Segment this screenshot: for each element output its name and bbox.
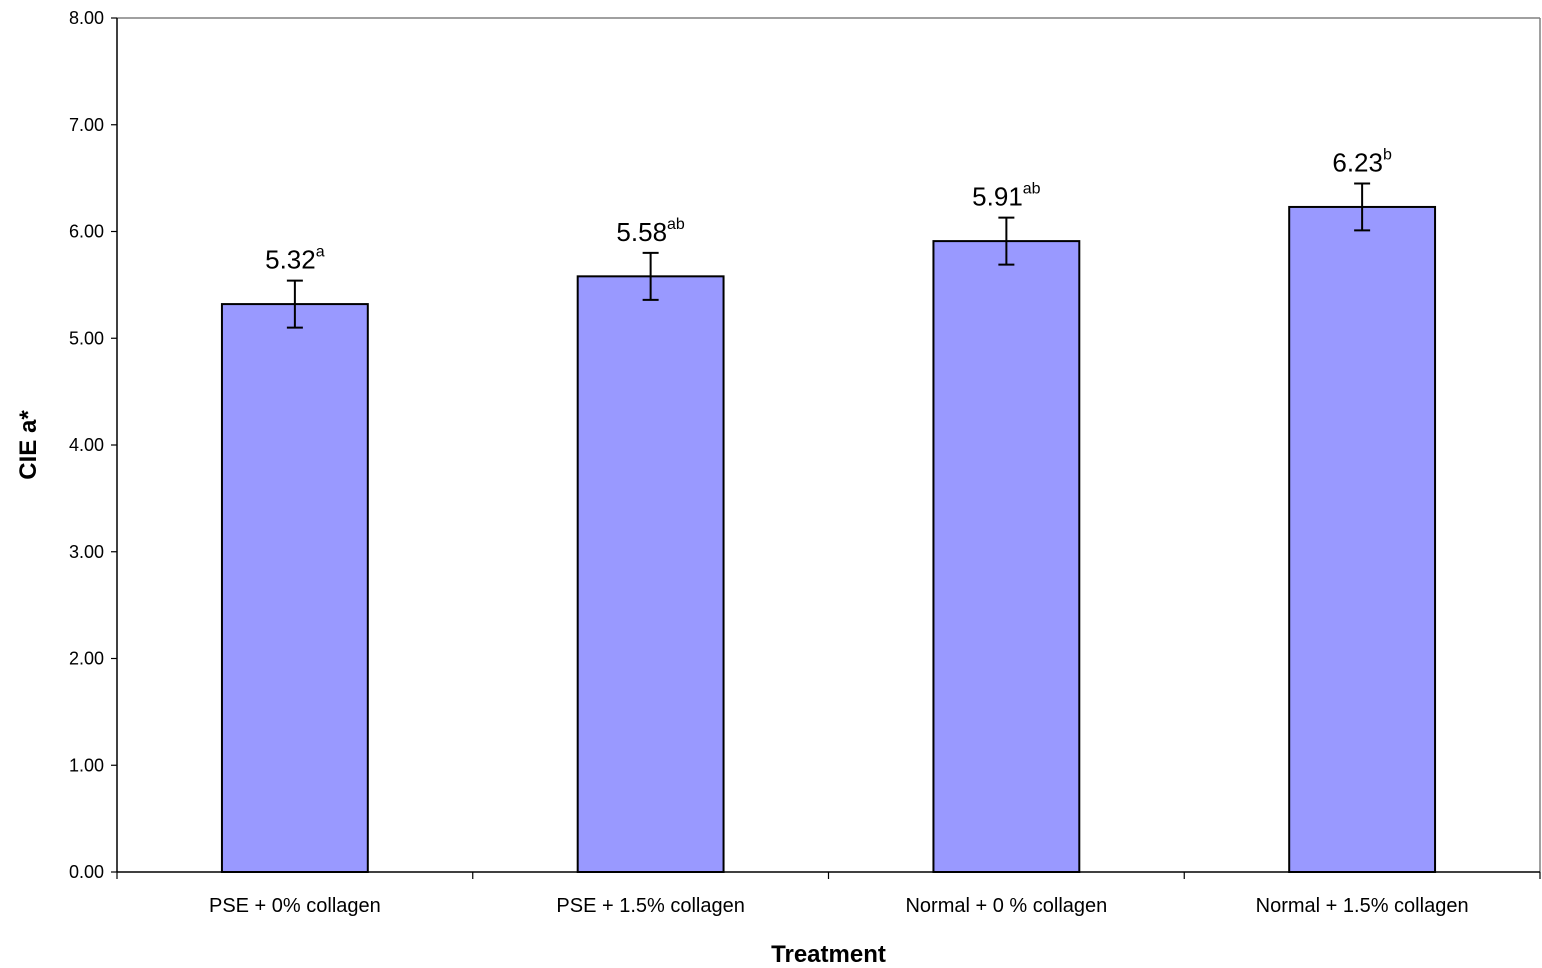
y-tick-label: 7.00 <box>69 115 104 135</box>
error-bars <box>286 182 1371 329</box>
data-label-superscript: a <box>316 244 325 261</box>
x-category-label: PSE + 1.5% collagen <box>556 895 744 917</box>
bar <box>1288 205 1437 873</box>
bar <box>576 275 725 873</box>
x-category-label: Normal + 1.5% collagen <box>1256 895 1469 917</box>
x-category-label: PSE + 0% collagen <box>209 895 381 917</box>
data-label-value: 5.91 <box>972 182 1023 212</box>
x-axis-title: Treatment <box>771 941 886 968</box>
y-tick-label: 2.00 <box>69 649 104 669</box>
bars <box>220 205 1437 874</box>
y-axis-title: CIE a* <box>15 410 42 480</box>
data-label: 5.32a <box>265 244 325 275</box>
y-tick-label: 0.00 <box>69 862 104 882</box>
y-tick-label: 6.00 <box>69 222 104 242</box>
data-label-superscript: ab <box>667 216 685 233</box>
x-category-label: Normal + 0 % collagen <box>905 895 1107 917</box>
data-label-value: 6.23 <box>1332 147 1383 177</box>
category-labels: PSE + 0% collagen PSE + 1.5% collagen Norm… <box>209 895 1469 917</box>
data-label: 6.23b <box>1332 146 1392 177</box>
bar <box>220 303 369 873</box>
y-tick-label: 1.00 <box>69 755 104 775</box>
y-tick-label: 4.00 <box>69 435 104 455</box>
y-tick-label: 8.00 <box>69 8 104 28</box>
data-label-value: 5.58 <box>616 217 667 247</box>
data-label-superscript: b <box>1383 146 1392 163</box>
data-label: 5.91ab <box>972 181 1041 212</box>
data-label: 5.58ab <box>616 216 685 247</box>
bar <box>932 240 1081 874</box>
y-ticks: 0.00 1.00 2.00 3.00 4.00 5.00 6.00 7.00 8.00 <box>69 8 117 882</box>
data-label-value: 5.32 <box>265 245 316 275</box>
y-tick-label: 3.00 <box>69 542 104 562</box>
data-label-superscript: ab <box>1023 181 1041 198</box>
y-tick-label: 5.00 <box>69 328 104 348</box>
